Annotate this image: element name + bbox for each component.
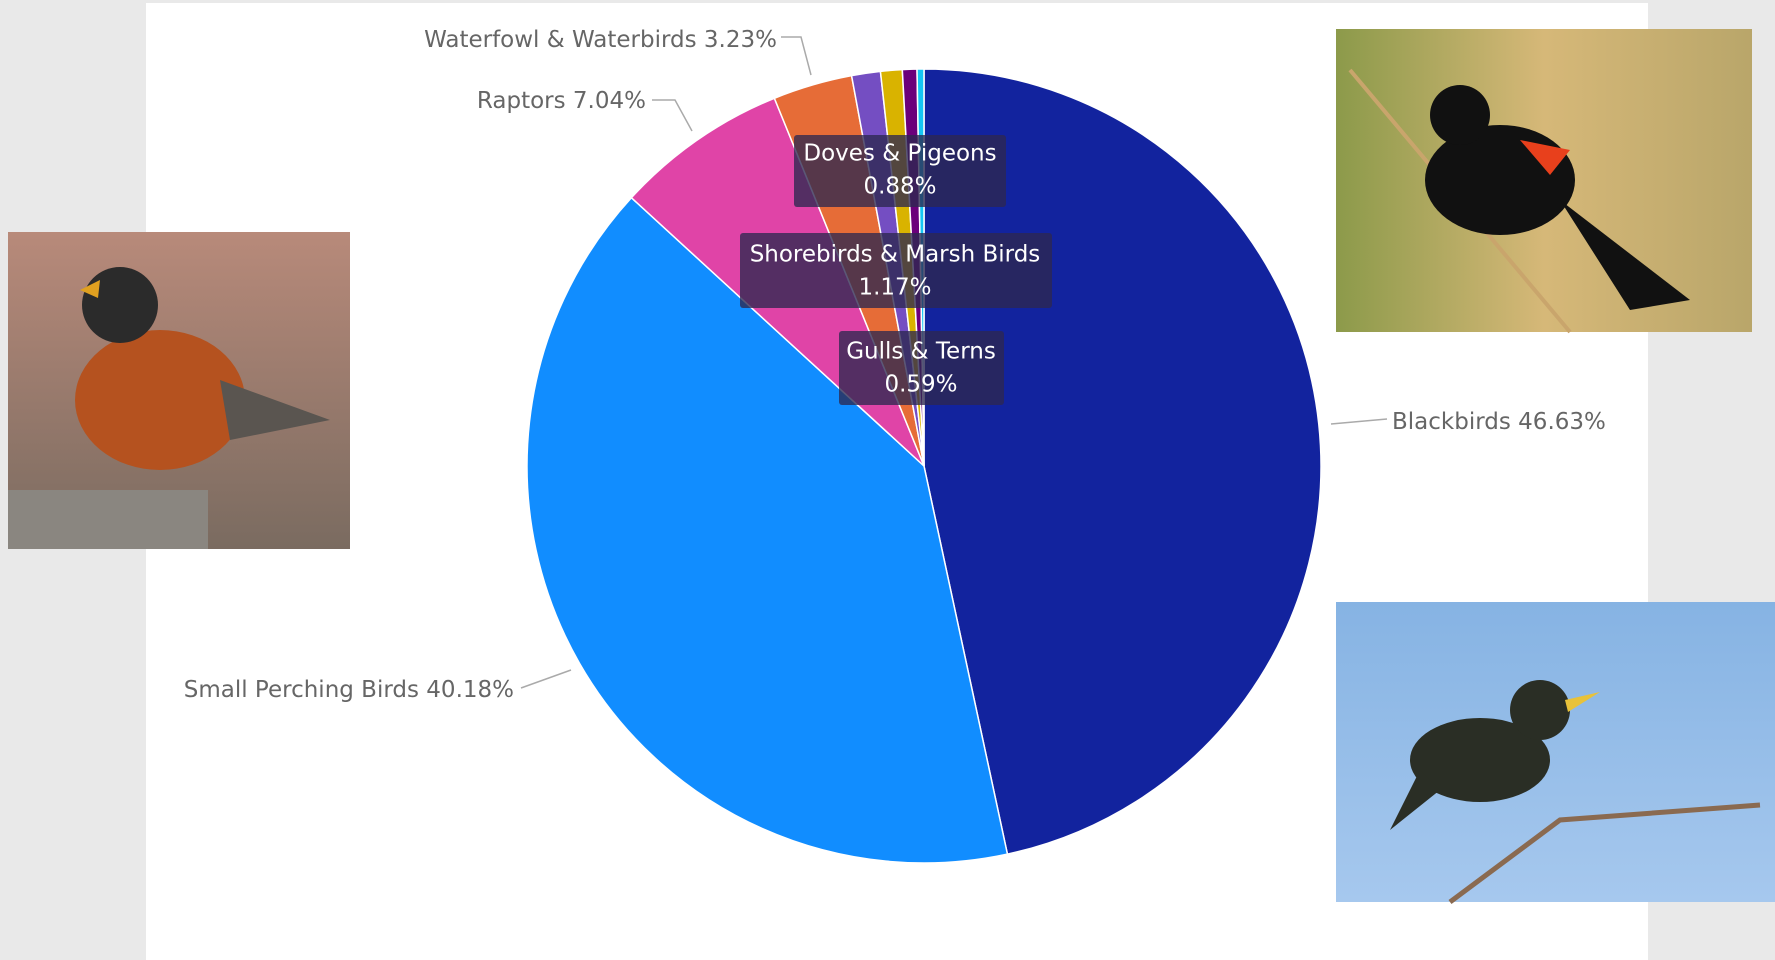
- leader-line: [520, 669, 572, 689]
- value-label: 0.88%: [863, 174, 936, 200]
- data-label: Raptors 7.04%: [477, 88, 646, 114]
- leader-line: [652, 99, 693, 132]
- category-label: Shorebirds & Marsh Birds: [750, 242, 1041, 268]
- value-label: 46.63%: [1518, 409, 1606, 435]
- category-label: Small Perching Birds: [184, 677, 419, 703]
- label-box: [794, 135, 1006, 207]
- value-label: 1.17%: [858, 275, 931, 301]
- leader-line: [781, 36, 812, 76]
- category-label: Waterfowl & Waterbirds: [424, 27, 697, 53]
- label-box: [740, 233, 1052, 308]
- category-label: Doves & Pigeons: [803, 141, 996, 167]
- category-label: Gulls & Terns: [846, 339, 996, 365]
- category-label: Raptors: [477, 88, 566, 114]
- blackbird-photo: [1336, 29, 1752, 334]
- data-label: Blackbirds 46.63%: [1392, 409, 1606, 435]
- pie-chart: Blackbirds 46.63% Small Perching Birds 40…: [184, 27, 1606, 864]
- label-box: [839, 331, 1004, 405]
- robin-photo: [8, 232, 350, 549]
- value-label: 40.18%: [426, 677, 514, 703]
- data-label: Small Perching Birds 40.18%: [184, 677, 514, 703]
- category-label: Blackbirds: [1392, 409, 1511, 435]
- starling-photo: [1336, 602, 1775, 905]
- value-label: 0.59%: [884, 372, 957, 398]
- value-label: 7.04%: [573, 88, 646, 114]
- data-label: Waterfowl & Waterbirds 3.23%: [424, 27, 777, 53]
- value-label: 3.23%: [704, 27, 777, 53]
- leader-line: [1330, 418, 1388, 425]
- pie-slice: [526, 196, 1009, 864]
